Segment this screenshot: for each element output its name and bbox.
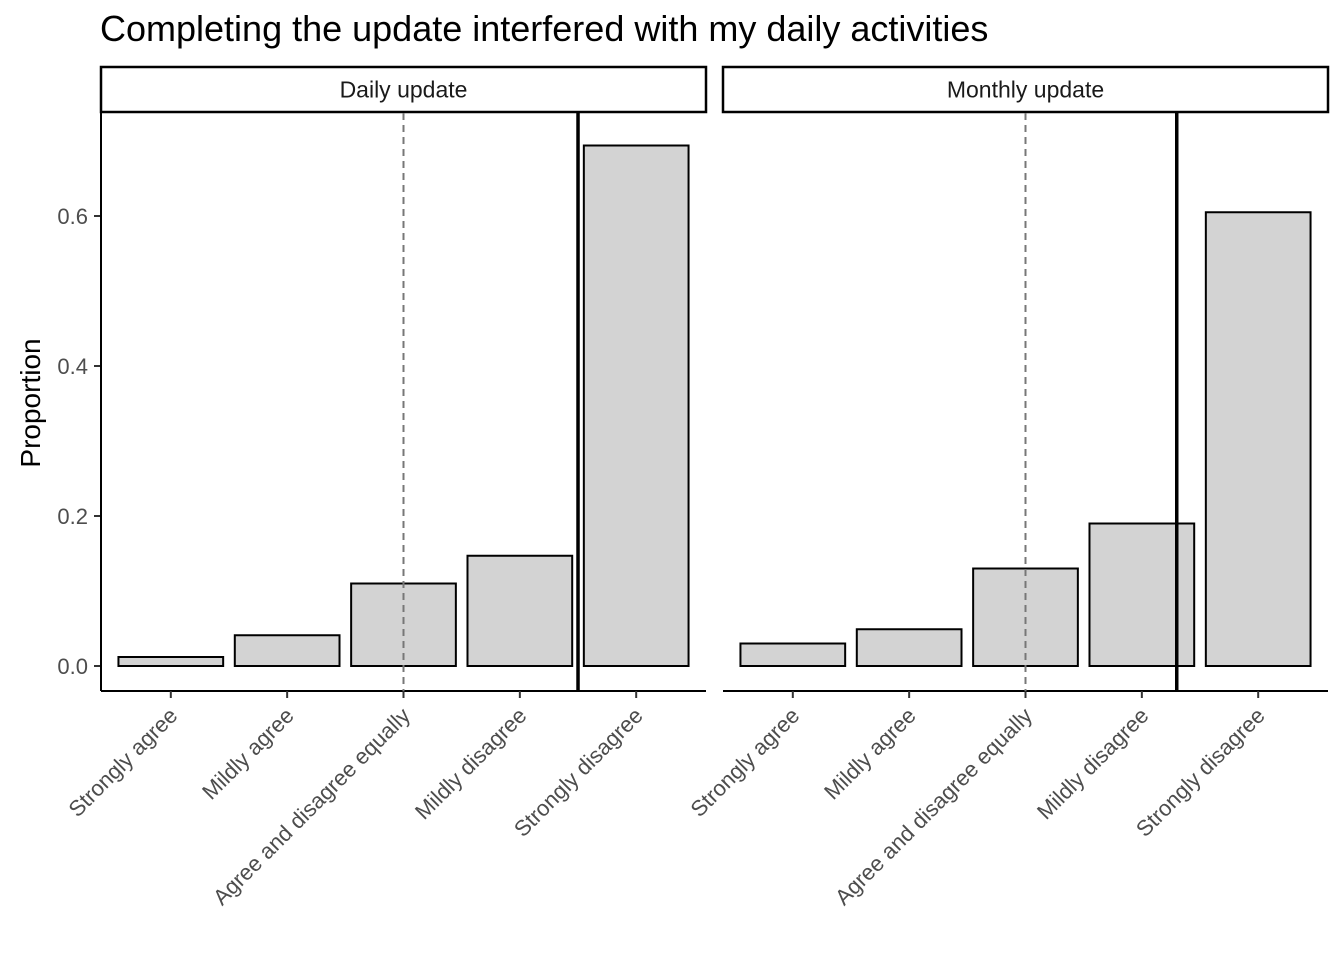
panel-daily: Daily update Strongly agree Mildly agreeAg… [63,65,708,910]
facet-strip-label: Monthly update [947,77,1104,103]
facet-strip [721,65,1330,114]
y-tick-label: 0.2 [57,504,88,529]
chart-title: Completing the update interfered with my… [100,8,989,49]
bar [739,642,847,667]
x-tick-label: Mildly agree [819,703,921,805]
facet-strip [99,65,708,114]
bar [855,628,963,667]
bar [1204,211,1312,667]
y-axis-label: Proportion [15,338,46,467]
bar [117,656,225,667]
x-tick-label: Strongly disagree [509,703,648,842]
x-tick-label: Mildly disagree [1032,703,1153,824]
x-tick-label: Strongly agree [685,703,804,822]
bar [233,634,341,667]
x-tick-label: Mildly agree [197,703,299,805]
y-tick-label: 0.0 [57,654,88,679]
y-tick-label: 0.6 [57,204,88,229]
facet-strip-label: Daily update [340,77,468,103]
panel-monthly: Monthly update Strongly agree Mildly agree… [685,65,1330,910]
x-tick-label: Mildly disagree [410,703,531,824]
bar [466,554,574,667]
x-tick-label: Agree and disagree equally [830,703,1037,910]
x-tick-label: Strongly agree [63,703,182,822]
y-tick-label: 0.4 [57,354,88,379]
x-tick-label: Strongly disagree [1131,703,1270,842]
x-tick-label: Agree and disagree equally [208,703,415,910]
bar [582,144,690,667]
